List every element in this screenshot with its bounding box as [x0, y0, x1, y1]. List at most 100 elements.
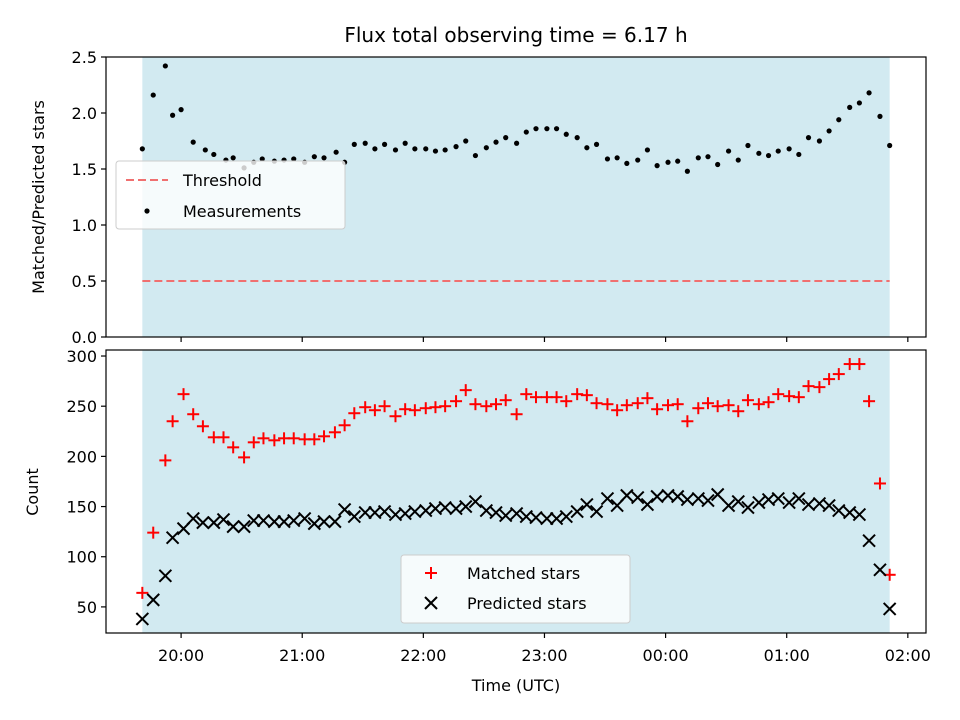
matched-star-point	[499, 394, 512, 407]
measurement-point	[877, 113, 883, 119]
measurement-point	[402, 140, 408, 146]
legend-measurements-label: Measurements	[183, 202, 301, 221]
predicted-star-point	[317, 514, 331, 529]
matched-star-point	[853, 358, 866, 371]
measurement-point	[523, 129, 529, 135]
measurement-point	[472, 152, 479, 159]
matched-star-point	[238, 451, 251, 464]
top-y-axis-label: Matched/Predicted stars	[29, 100, 48, 294]
bottom-y-tick-label: 150	[66, 498, 97, 517]
predicted-star-point	[832, 503, 846, 518]
measurement-point	[715, 161, 721, 168]
top-x-ticks	[180, 337, 909, 342]
count-points	[135, 358, 897, 626]
predicted-star-point	[822, 498, 836, 513]
matched-star-point	[651, 403, 664, 416]
matched-star-point	[136, 586, 149, 599]
top-y-tick-label: 0.5	[72, 272, 97, 291]
measurement-point	[372, 146, 378, 152]
predicted-star-point	[247, 513, 261, 528]
x-tick-label: 01:00	[764, 646, 810, 665]
x-axis-label: Time (UTC)	[471, 676, 560, 695]
measurement-point	[202, 147, 208, 153]
predicted-star-point	[640, 497, 655, 512]
bottom-y-ticks: 50 100 150 200 250 300	[66, 347, 106, 617]
measurement-point	[695, 155, 701, 161]
measurement-point	[553, 126, 560, 132]
measurement-point	[593, 141, 600, 147]
predicted-star-point	[741, 500, 755, 515]
legend-matched-label: Matched stars	[467, 564, 580, 583]
bottom-x-ticks: 20:00 21:00 22:00 23:00 00:00 01:00 02:00	[158, 633, 931, 665]
predicted-star-point	[580, 497, 594, 512]
x-tick-label: 20:00	[158, 646, 204, 665]
predicted-star-point	[529, 510, 543, 525]
measurement-point	[483, 145, 489, 151]
legend-predicted-label: Predicted stars	[467, 594, 587, 613]
measurement-point	[362, 140, 368, 146]
measurement-point	[178, 107, 184, 113]
legend-predicted-swatch	[424, 596, 438, 610]
matched-star-point	[196, 420, 209, 433]
predicted-star-point	[489, 505, 503, 520]
predicted-star-point	[297, 511, 312, 526]
matched-star-point	[227, 441, 240, 454]
predicted-star-point	[347, 509, 362, 524]
measurement-point	[584, 145, 590, 151]
chart-title: Flux total observing time = 6.17 h	[344, 23, 687, 47]
predicted-star-point	[862, 533, 876, 548]
matched-star-point	[732, 405, 745, 418]
matched-star-point	[711, 400, 724, 413]
predicted-star-point	[570, 504, 584, 519]
measurement-point	[574, 135, 580, 141]
measurement-point	[675, 158, 681, 164]
predicted-star-point	[135, 612, 150, 626]
predicted-star-point	[701, 493, 715, 508]
x-tick-label: 21:00	[279, 646, 325, 665]
measurement-point	[887, 142, 893, 149]
measurement-point	[866, 90, 872, 96]
measurement-point	[139, 146, 145, 152]
matched-star-point	[147, 526, 160, 539]
x-tick-label: 23:00	[521, 646, 567, 665]
measurement-point	[493, 139, 499, 145]
top-y-tick-label: 0.0	[72, 328, 97, 347]
predicted-star-point	[498, 508, 513, 523]
matched-star-point	[419, 402, 432, 415]
measurement-point	[351, 141, 357, 147]
matched-star-point	[671, 398, 684, 411]
legend-measurements-swatch	[144, 208, 150, 214]
bottom-panel: 50 100 150 200 250 300 20:00 21:00 22:00 23:00 00…	[23, 347, 931, 695]
measurement-point	[816, 138, 823, 144]
bottom-y-tick-label: 50	[77, 598, 97, 617]
predicted-star-point	[237, 519, 251, 534]
x-tick-label: 02:00	[885, 646, 931, 665]
matched-star-point	[368, 404, 381, 417]
predicted-star-point	[459, 499, 473, 514]
matched-star-point	[752, 398, 765, 411]
matched-star-point	[560, 395, 573, 408]
matched-star-point	[510, 408, 523, 421]
predicted-star-point	[207, 515, 221, 530]
measurement-point	[503, 135, 509, 141]
measurement-point	[311, 154, 317, 160]
matched-star-point	[611, 404, 624, 417]
predicted-star-point	[650, 489, 664, 504]
top-legend: Threshold Measurements	[115, 160, 346, 230]
top-panel: 0.0 0.5 1.0 1.5 2.0 2.5 Matched/Predicted sta…	[29, 48, 927, 347]
measurement-point	[463, 138, 469, 144]
matched-star-point	[159, 454, 172, 467]
measurement-point	[665, 159, 671, 165]
matched-star-point	[318, 430, 331, 443]
measurement-point	[453, 144, 459, 150]
top-plot-frame	[105, 56, 927, 338]
measurement-point	[333, 149, 339, 155]
top-y-tick-label: 2.0	[72, 104, 97, 123]
matched-star-point	[772, 388, 785, 401]
predicted-star-point	[873, 563, 887, 577]
measurement-point	[392, 147, 399, 153]
predicted-star-point	[680, 492, 695, 507]
predicted-star-point	[146, 593, 160, 607]
measurement-point	[514, 140, 520, 146]
matched-star-point	[792, 391, 805, 404]
